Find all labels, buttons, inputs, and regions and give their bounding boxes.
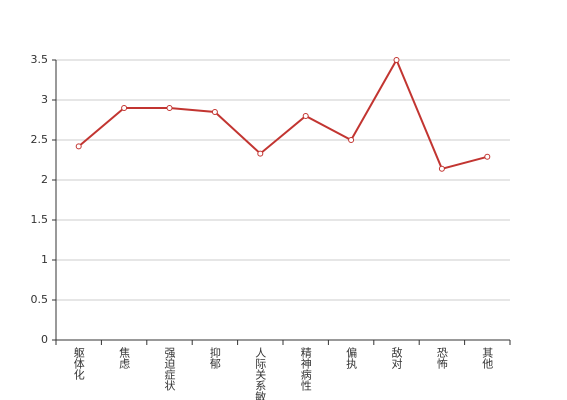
point [302,113,309,119]
x-tick-label: 其他 [481,347,494,369]
point [393,57,400,63]
x-tick-label: 强迫症状 [163,347,176,391]
y-tick-label: 0 [41,333,48,346]
point [75,143,82,150]
x-tick-label: 敌对 [390,346,403,369]
y-tick-label: 1.5 [31,213,49,226]
point [211,109,218,115]
x-tick-label: 精神病性 [299,347,312,392]
y-tick-label: 1 [41,253,48,266]
point [257,150,264,157]
point [166,105,173,111]
x-tick-label: 躯体化 [72,347,85,381]
point [348,137,355,143]
x-tick-label: 抑郁 [208,346,221,369]
y-tick-label: 3.5 [31,53,49,66]
line [78,57,488,170]
x-tick-label: 人际关系敏感 [254,347,267,400]
point [438,165,445,172]
x-tick-label: 偏执 [345,346,358,370]
y-tick-label: 3 [41,93,48,106]
x-tick-label: 焦虑 [118,347,131,369]
x-tick-label: 恐怖 [435,347,448,369]
point [484,153,491,160]
y-tick-label: 2 [41,173,48,186]
y-tick-label: 2.5 [31,133,49,146]
y-tick-label: 0.5 [31,293,49,306]
point [121,105,128,111]
